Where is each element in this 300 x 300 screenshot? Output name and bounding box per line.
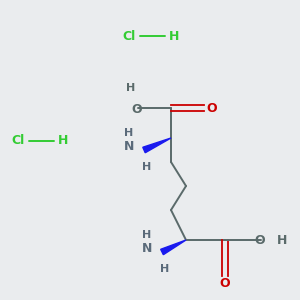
Polygon shape (161, 240, 186, 255)
Text: O: O (220, 277, 230, 290)
Text: H: H (277, 233, 287, 247)
Text: O: O (131, 103, 142, 116)
Polygon shape (143, 138, 171, 153)
Text: O: O (206, 101, 217, 115)
Text: H: H (169, 29, 179, 43)
Text: Cl: Cl (122, 29, 136, 43)
Text: O: O (254, 233, 265, 247)
Text: H: H (142, 161, 152, 172)
Text: Cl: Cl (11, 134, 25, 148)
Text: N: N (142, 242, 152, 256)
Text: H: H (160, 263, 169, 274)
Text: H: H (58, 134, 68, 148)
Text: N: N (124, 140, 134, 154)
Text: H: H (142, 230, 152, 241)
Text: H: H (124, 128, 134, 139)
Text: H: H (126, 83, 135, 94)
